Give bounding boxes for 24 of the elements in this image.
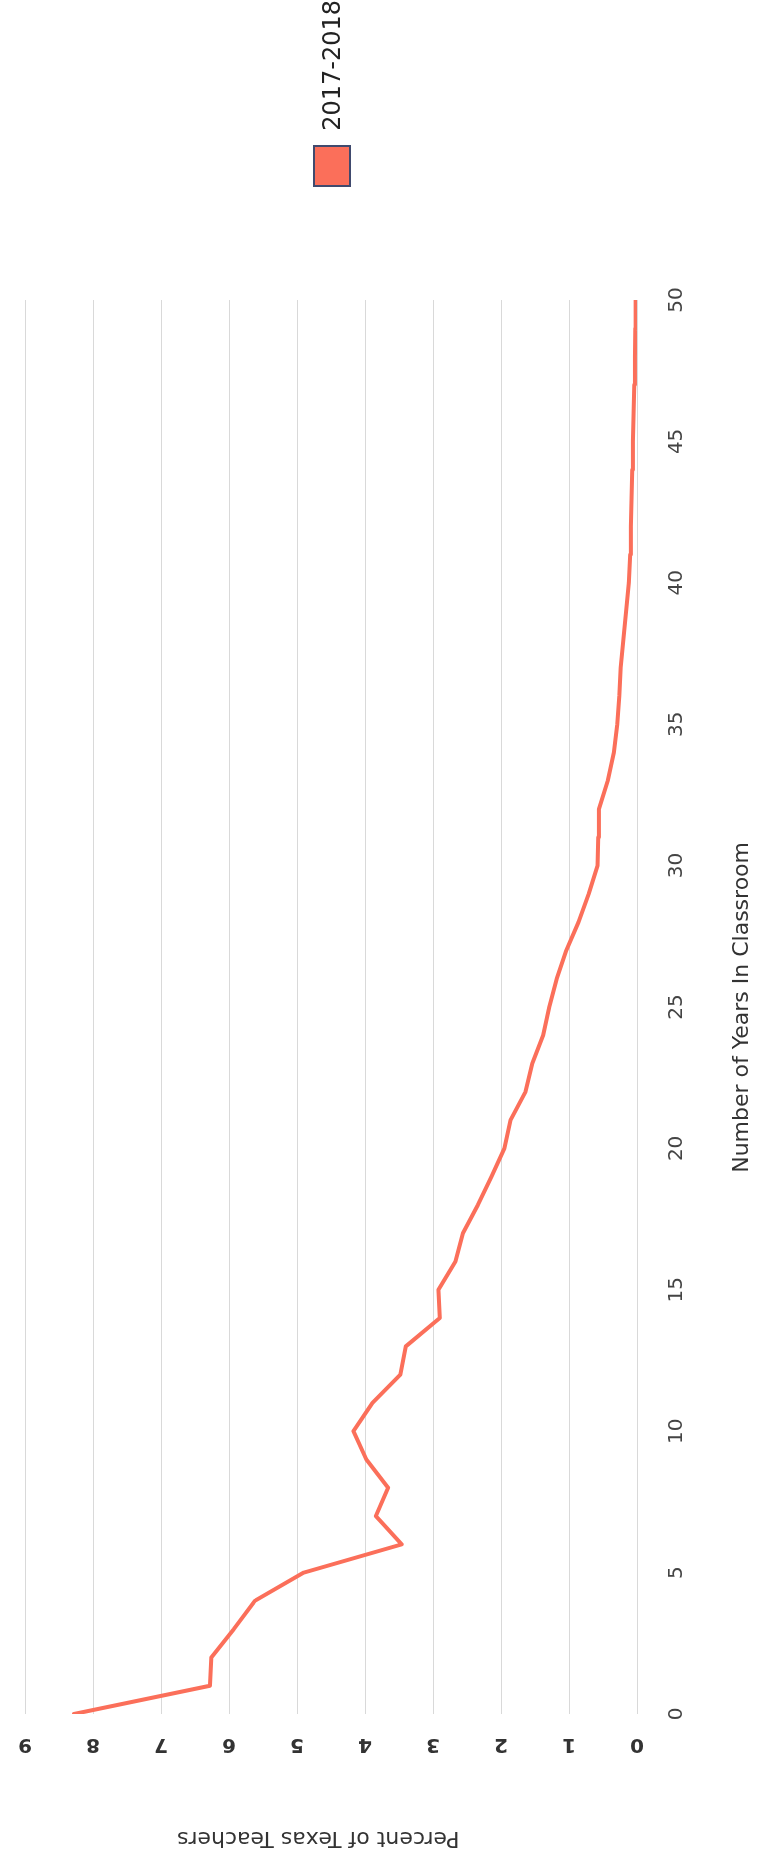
y-tick-label: 15 bbox=[663, 1277, 688, 1303]
y-tick-label: 45 bbox=[663, 428, 688, 455]
x-tick-label: 8 bbox=[86, 1733, 100, 1758]
y-tick-label: 5 bbox=[663, 1566, 688, 1579]
y-tick-label: 25 bbox=[663, 994, 688, 1020]
y-tick-label: 35 bbox=[663, 711, 688, 737]
y-tick-label: 10 bbox=[663, 1418, 688, 1444]
x-tick-label: 3 bbox=[426, 1733, 440, 1758]
x-tick-label: 2 bbox=[494, 1733, 508, 1758]
x-tick-label: 7 bbox=[154, 1733, 168, 1758]
x-tick-label: 6 bbox=[222, 1733, 236, 1758]
y-tick-label: 40 bbox=[663, 570, 688, 596]
y-tick-label: 20 bbox=[663, 1135, 688, 1162]
x-tick-label: 9 bbox=[18, 1733, 32, 1758]
x-tick-label: 1 bbox=[562, 1733, 576, 1758]
x-tick-label: 0 bbox=[630, 1733, 644, 1758]
y-axis-title: Number of Years In Classroom bbox=[728, 841, 753, 1173]
x-tick-label: 4 bbox=[358, 1733, 372, 1758]
text: 2017-2018 bbox=[318, 0, 346, 131]
x-axis-title: Percent of Texas Teachers bbox=[177, 1827, 460, 1852]
y-tick-label: 30 bbox=[663, 852, 688, 879]
y-tick-label: 0 bbox=[663, 1707, 688, 1721]
y-tick-label: 50 bbox=[663, 287, 688, 313]
x-tick-label: 5 bbox=[290, 1733, 304, 1758]
